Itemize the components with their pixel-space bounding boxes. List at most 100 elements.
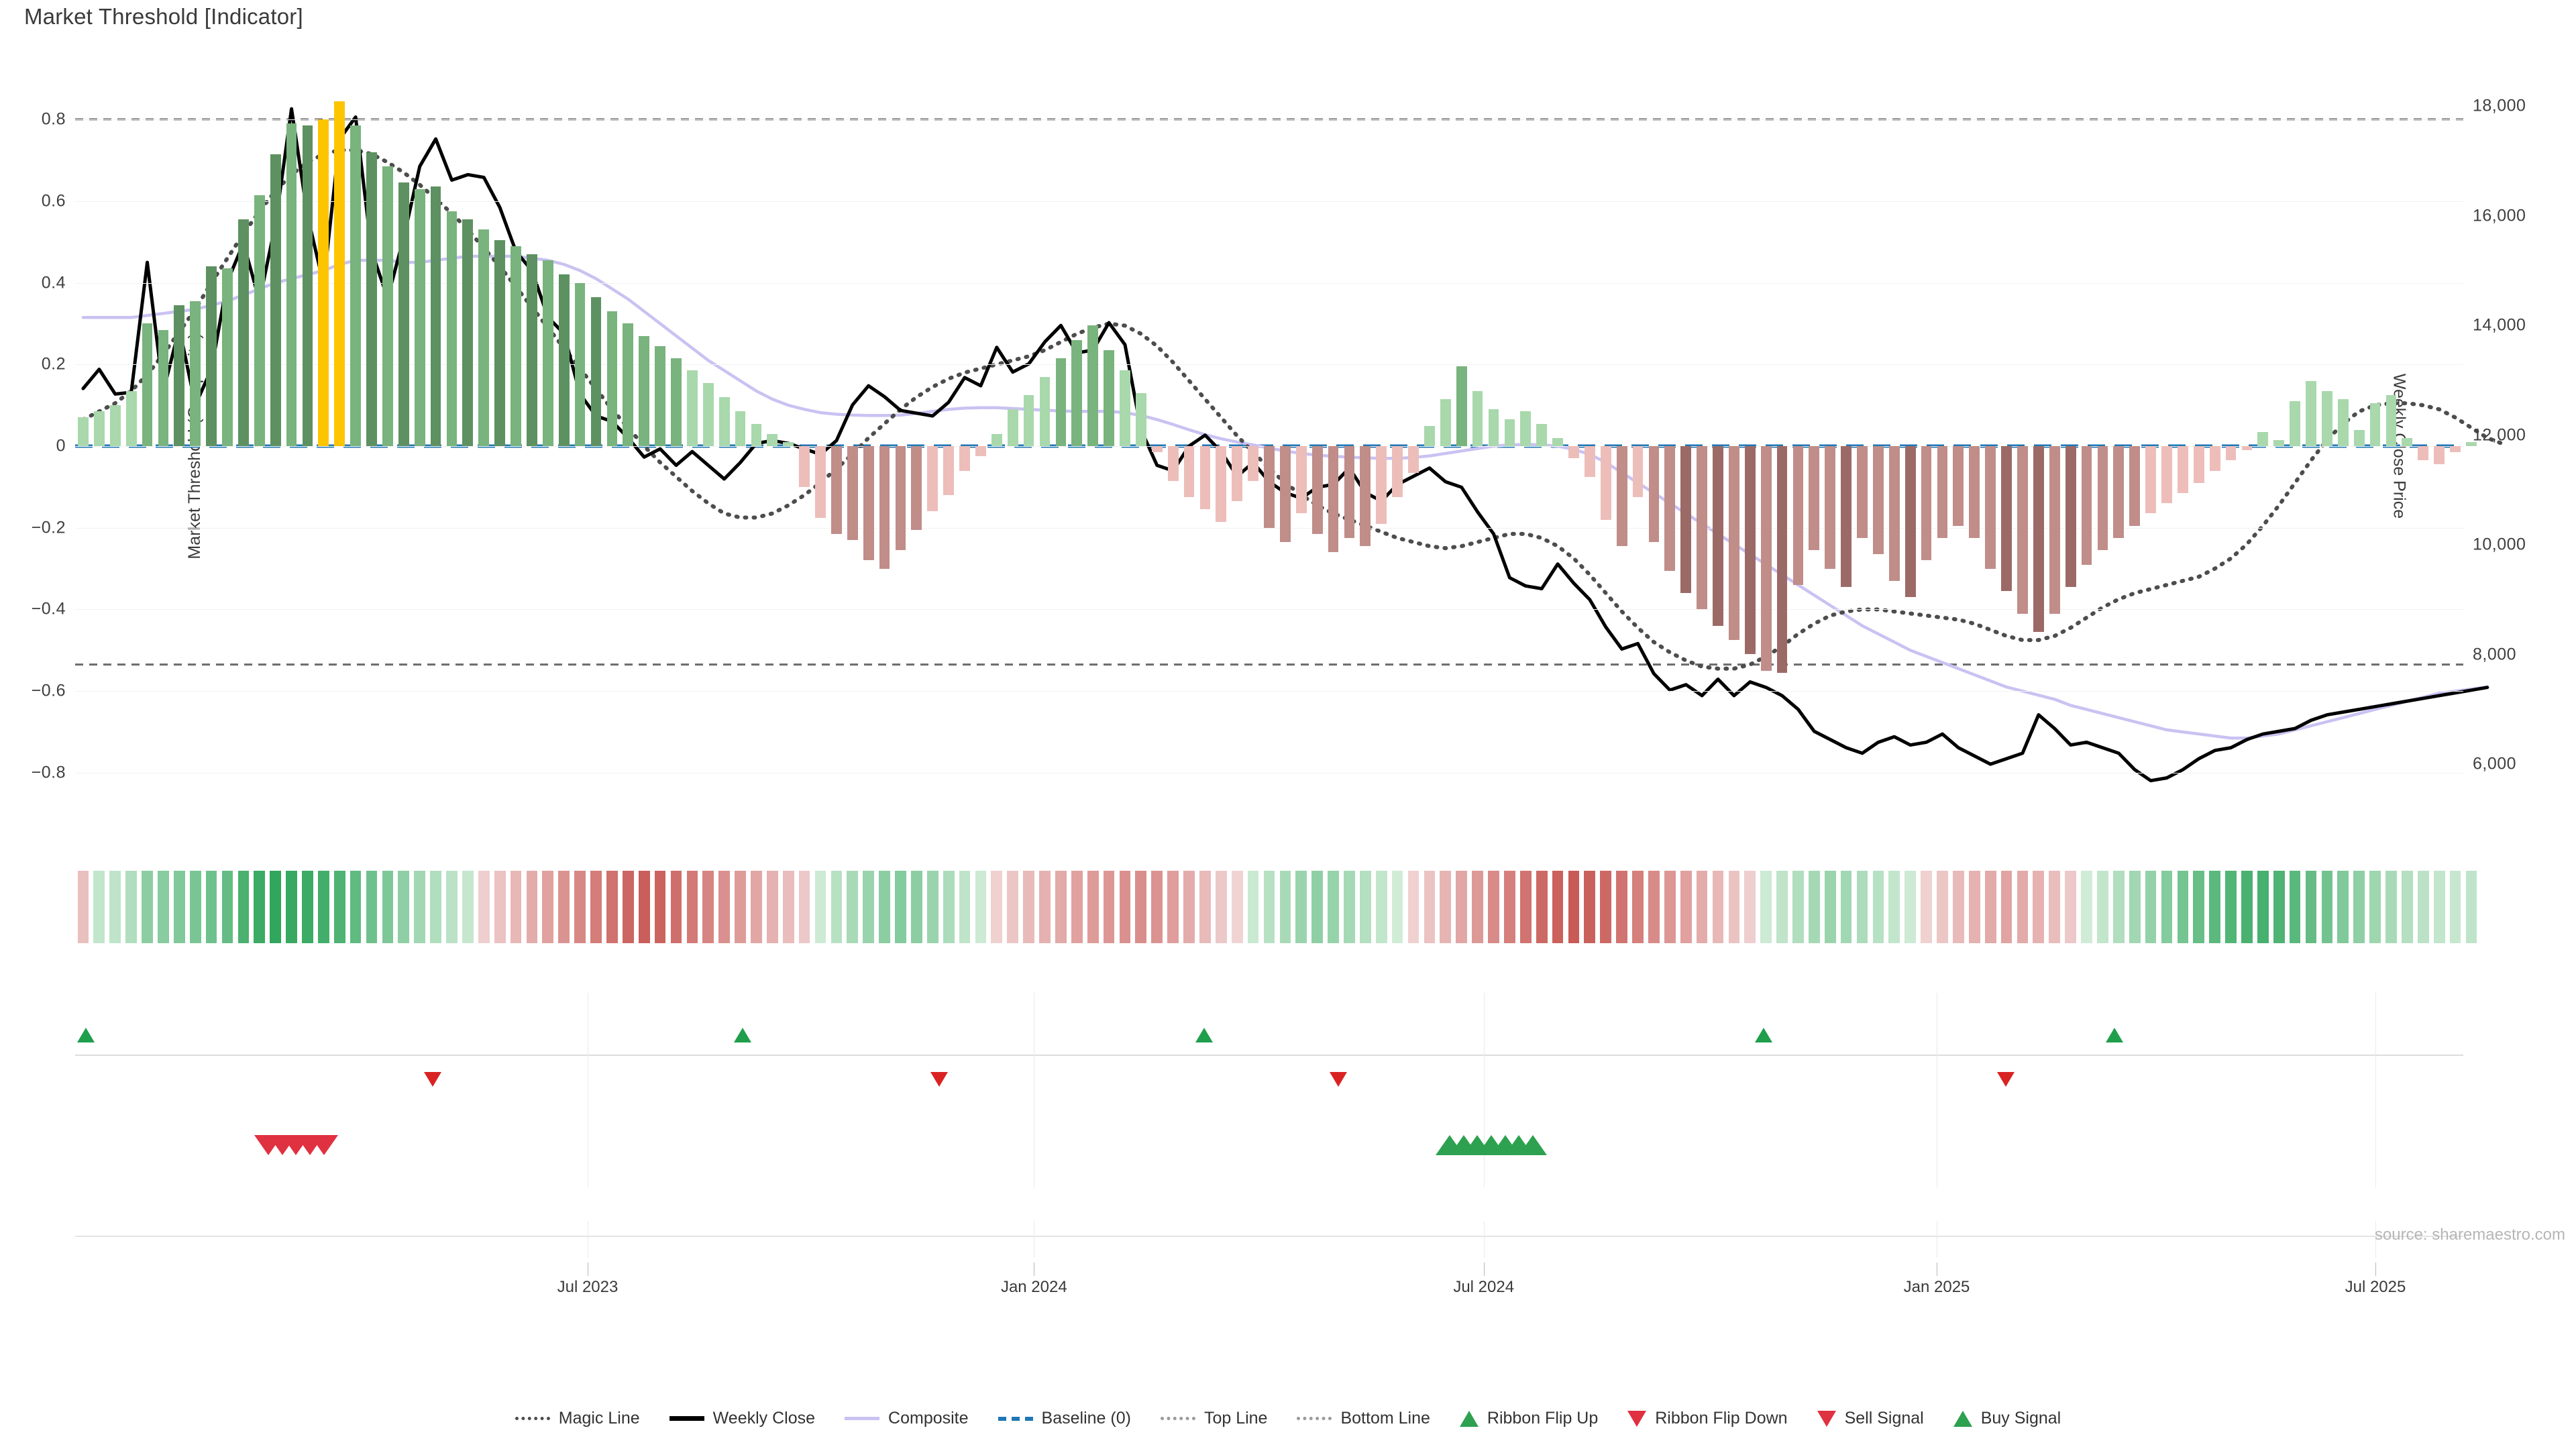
x-gridline bbox=[2375, 1221, 2376, 1258]
legend-item-bottom-line[interactable]: Bottom Line bbox=[1297, 1409, 1430, 1428]
histogram-bar bbox=[1087, 325, 1099, 446]
histogram-bar bbox=[2466, 441, 2477, 446]
ribbon-cell bbox=[2097, 871, 2108, 943]
histogram-bar bbox=[1921, 446, 1932, 561]
histogram-bar bbox=[382, 166, 393, 446]
histogram-bar bbox=[2145, 446, 2156, 514]
histogram-bar bbox=[1472, 390, 1483, 446]
ribbon-cell bbox=[254, 871, 266, 943]
histogram-bar bbox=[2290, 401, 2300, 446]
left-axis-tick: −0.8 bbox=[31, 763, 66, 782]
ribbon-cell bbox=[333, 871, 345, 943]
ribbon-cell bbox=[1167, 871, 1179, 943]
histogram-bar bbox=[1328, 446, 1339, 553]
ribbon-cell bbox=[1199, 871, 1211, 943]
histogram-bar bbox=[959, 446, 970, 471]
left-axis-tick: 0.4 bbox=[41, 273, 66, 292]
ribbon-cell bbox=[1407, 871, 1419, 943]
right-axis-tick: 12,000 bbox=[2473, 425, 2526, 445]
histogram-bar bbox=[1648, 446, 1660, 543]
histogram-bar bbox=[927, 446, 938, 512]
x-tick-mark bbox=[2375, 1263, 2376, 1276]
histogram-bar bbox=[991, 433, 1002, 446]
histogram-bar bbox=[1408, 446, 1419, 473]
ribbon-cell bbox=[158, 871, 169, 943]
histogram-bar bbox=[2434, 446, 2445, 465]
histogram-bar bbox=[1104, 350, 1114, 446]
legend-item-ribbon-flip-down[interactable]: Ribbon Flip Down bbox=[1627, 1409, 1788, 1428]
ribbon-cell bbox=[189, 871, 201, 943]
ribbon-cell bbox=[1984, 871, 1996, 943]
histogram-bar bbox=[1007, 409, 1018, 446]
ribbon-cell bbox=[510, 871, 522, 943]
ribbon-flip-up-marker bbox=[2106, 1028, 2124, 1042]
ribbon-cell bbox=[2161, 871, 2173, 943]
ribbon-cell bbox=[1824, 871, 1836, 943]
footer-rule bbox=[75, 1236, 2463, 1237]
ribbon-cell bbox=[173, 871, 185, 943]
ribbon-cell bbox=[1071, 871, 1083, 943]
gridline bbox=[75, 119, 2463, 121]
ribbon-cell bbox=[2465, 871, 2477, 943]
ribbon-cell bbox=[1055, 871, 1067, 943]
ribbon-cell bbox=[1424, 871, 1436, 943]
ribbon-cell bbox=[2369, 871, 2381, 943]
histogram-bar bbox=[2402, 437, 2413, 446]
gridline bbox=[75, 527, 2463, 529]
page-title: Market Threshold [Indicator] bbox=[24, 4, 303, 29]
histogram-bar bbox=[1616, 446, 1627, 547]
histogram-bar bbox=[1424, 425, 1435, 446]
histogram-bar bbox=[1857, 446, 1868, 538]
ribbon-cell bbox=[1344, 871, 1355, 943]
left-axis-tick: 0.8 bbox=[41, 109, 66, 129]
ribbon-cell bbox=[2305, 871, 2317, 943]
ribbon-cell bbox=[109, 871, 121, 943]
ribbon-flip-up-marker bbox=[1754, 1028, 1772, 1042]
ribbon-cell bbox=[574, 871, 586, 943]
ribbon-cell bbox=[1872, 871, 1884, 943]
ribbon-cell bbox=[1328, 871, 1339, 943]
legend-item-buy-signal[interactable]: Buy Signal bbox=[1953, 1409, 2061, 1428]
legend-item-weekly-close[interactable]: Weekly Close bbox=[669, 1409, 815, 1428]
histogram-bar bbox=[1456, 366, 1467, 446]
x-gridline bbox=[1483, 1221, 1485, 1258]
ribbon-cell bbox=[1792, 871, 1804, 943]
ribbon-cell bbox=[270, 871, 281, 943]
histogram-bar bbox=[1680, 446, 1692, 594]
legend-item-sell-signal[interactable]: Sell Signal bbox=[1817, 1409, 1924, 1428]
histogram-bar bbox=[125, 390, 137, 446]
ribbon-cell bbox=[895, 871, 906, 943]
ribbon-cell bbox=[286, 871, 297, 943]
histogram-bar bbox=[2241, 446, 2253, 451]
histogram-bar bbox=[190, 301, 201, 446]
ribbon-cell bbox=[1215, 871, 1227, 943]
ribbon-flip-down-marker bbox=[423, 1072, 441, 1087]
histogram-bar bbox=[93, 411, 105, 446]
histogram-bar bbox=[2017, 446, 2028, 614]
ribbon-cell bbox=[2353, 871, 2365, 943]
histogram-bar bbox=[2161, 446, 2172, 504]
histogram-bar bbox=[1311, 446, 1323, 534]
legend-item-ribbon-flip-up[interactable]: Ribbon Flip Up bbox=[1459, 1409, 1598, 1428]
legend-item-magic-line[interactable]: Magic Line bbox=[515, 1409, 640, 1428]
histogram-bar bbox=[478, 229, 490, 446]
histogram-bar bbox=[430, 186, 441, 446]
legend-item-top-line[interactable]: Top Line bbox=[1160, 1409, 1267, 1428]
ribbon-cell bbox=[1135, 871, 1147, 943]
legend-item-composite[interactable]: Composite bbox=[845, 1409, 969, 1428]
x-gridline bbox=[2375, 993, 2376, 1110]
ribbon-cell bbox=[462, 871, 474, 943]
ribbon-cell bbox=[1359, 871, 1371, 943]
histogram-bar bbox=[142, 323, 153, 446]
histogram-bar bbox=[783, 441, 794, 446]
footer-panel bbox=[75, 1221, 2463, 1261]
ribbon-strip-panel bbox=[75, 871, 2477, 943]
ribbon-cell bbox=[1295, 871, 1307, 943]
legend-item-baseline[interactable]: Baseline (0) bbox=[998, 1409, 1131, 1428]
right-axis-tick: 8,000 bbox=[2473, 645, 2517, 664]
ribbon-cell bbox=[1103, 871, 1115, 943]
ribbon-cell bbox=[1760, 871, 1772, 943]
histogram-bar bbox=[1776, 446, 1788, 673]
histogram-bar bbox=[2273, 439, 2285, 446]
ribbon-cell bbox=[1536, 871, 1548, 943]
